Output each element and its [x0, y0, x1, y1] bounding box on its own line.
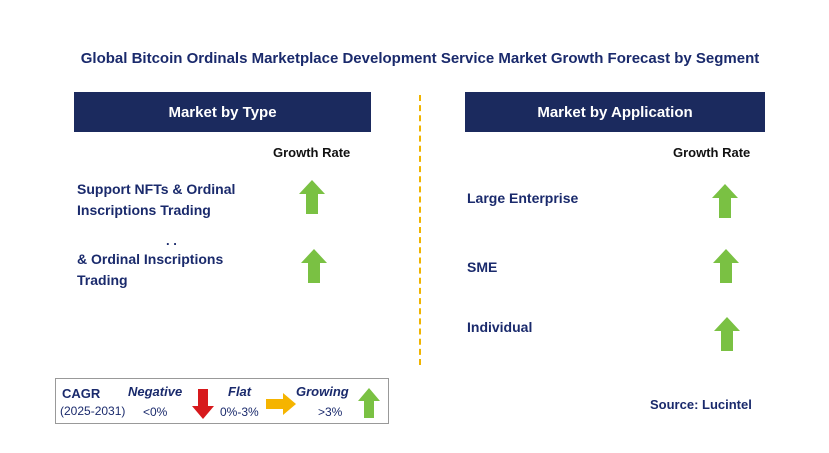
legend-flat-label: Flat — [228, 384, 252, 399]
legend-growing-label: Growing — [296, 384, 349, 399]
growing-arrow-icon — [301, 249, 327, 288]
market-by-type-header: Market by Type — [74, 92, 371, 132]
growing-arrow-icon — [713, 249, 739, 288]
application-growth-rate-label: Growth Rate — [673, 145, 751, 160]
legend-growing-range: >3% — [318, 405, 343, 419]
flat-arrow-icon — [266, 393, 296, 420]
page-title: Global Bitcoin Ordinals Marketplace Deve… — [80, 50, 760, 67]
growing-arrow-icon — [299, 180, 325, 219]
source-label: Source: Lucintel — [650, 397, 752, 412]
legend-flat-range: 0%-3% — [220, 405, 259, 419]
type-item-1-line2: Inscriptions Trading — [77, 202, 211, 218]
cagr-legend: CAGR (2025-2031) Negative <0% Flat 0%-3%… — [55, 378, 389, 424]
growing-arrow-icon — [358, 388, 380, 423]
application-item-large-enterprise: Large Enterprise — [467, 190, 579, 206]
panel-divider — [419, 95, 421, 365]
type-item-2-dots: . . — [166, 233, 177, 248]
type-growth-rate-label: Growth Rate — [273, 145, 351, 160]
type-item-2-line1: & Ordinal Inscriptions — [77, 251, 224, 267]
legend-period: (2025-2031) — [60, 404, 126, 418]
type-item-2-label: & Ordinal Inscriptions Trading — [77, 249, 223, 291]
application-item-sme: SME — [467, 259, 498, 275]
type-item-1-label: Support NFTs & Ordinal Inscriptions Trad… — [77, 179, 235, 221]
type-item-2-line2: Trading — [77, 272, 128, 288]
legend-cagr: CAGR — [62, 386, 101, 401]
growing-arrow-icon — [714, 317, 740, 356]
market-by-application-header: Market by Application — [465, 92, 765, 132]
type-item-1-line1: Support NFTs & Ordinal — [77, 181, 236, 197]
growing-arrow-icon — [712, 184, 738, 223]
legend-negative-label: Negative — [128, 384, 183, 399]
negative-arrow-icon — [192, 389, 214, 424]
legend-negative-range: <0% — [143, 405, 168, 419]
application-item-individual: Individual — [467, 319, 533, 335]
